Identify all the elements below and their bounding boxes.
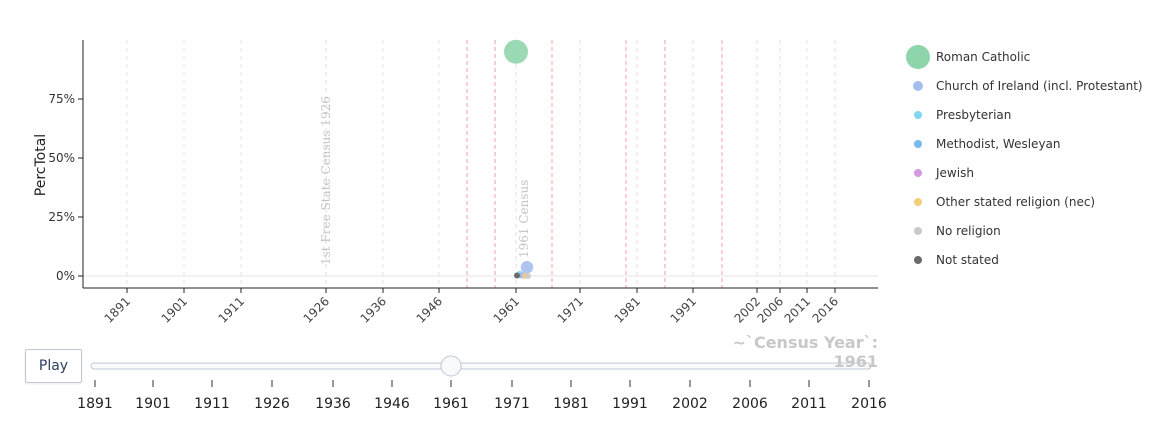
slider-step-label: 1946	[374, 396, 410, 412]
slider-handle[interactable]	[440, 355, 462, 377]
data-point-church-of-ireland-incl-protestant-	[520, 261, 534, 274]
x-tick-label: 2002	[732, 294, 763, 325]
x-tick-label: 1936	[358, 294, 389, 325]
legend-item[interactable]: Methodist, Wesleyan	[900, 129, 1155, 158]
slider-step-label: 1981	[553, 396, 589, 412]
legend-item[interactable]: Other stated religion (nec)	[900, 187, 1155, 216]
slider-step-label: 1971	[494, 396, 530, 412]
x-tick-label: 2011	[782, 294, 813, 325]
legend-marker	[900, 44, 936, 69]
x-tick-label: 1991	[668, 294, 699, 325]
x-tick-label: 1926	[301, 294, 332, 325]
annotation-1961: 1961 Census	[517, 180, 531, 258]
slider-step-label: 1901	[135, 396, 171, 412]
annotation-1926: 1st Free State Census 1926	[319, 96, 333, 265]
slider-step-label: 2016	[851, 396, 887, 412]
play-button[interactable]: Play	[25, 349, 82, 383]
legend-marker	[900, 139, 936, 148]
legend-label: Presbyterian	[936, 107, 1012, 122]
legend-label: Church of Ireland (incl. Protestant)	[936, 78, 1143, 93]
x-tick-label: 1901	[159, 294, 190, 325]
slider-step-label: 1991	[612, 396, 648, 412]
y-tick-label: 25%	[48, 210, 75, 224]
legend-marker	[900, 168, 936, 177]
slider-current-value: ~`Census Year`: 1961	[732, 333, 878, 371]
slider-step-label: 2002	[672, 396, 708, 412]
legend-item[interactable]: Presbyterian	[900, 100, 1155, 129]
x-tick-label: 1911	[216, 294, 247, 325]
y-tick-label: 75%	[48, 92, 75, 106]
data-point-no-religion	[525, 273, 531, 279]
legend-marker	[900, 80, 936, 91]
legend-item[interactable]: Church of Ireland (incl. Protestant)	[900, 71, 1155, 100]
data-point-not-stated	[514, 272, 520, 279]
legend-marker	[900, 110, 936, 119]
legend-item[interactable]: No religion	[900, 216, 1155, 245]
legend-label: Not stated	[936, 252, 999, 267]
slider-step-label: 1911	[194, 396, 230, 412]
x-tick-label: 1961	[491, 294, 522, 325]
x-tick-label: 1891	[102, 294, 133, 325]
slider-step-label: 1936	[315, 396, 351, 412]
x-tick-label: 1981	[612, 294, 643, 325]
y-axis-title: PercTotal	[33, 134, 49, 196]
legend: Roman Catholic Church of Ireland (incl. P…	[900, 42, 1155, 274]
slider-step-label: 2006	[732, 396, 768, 412]
slider-step-label: 2011	[791, 396, 827, 412]
slider-step-label: 1891	[77, 396, 113, 412]
legend-label: Jewish	[936, 165, 974, 180]
legend-label: Roman Catholic	[936, 49, 1031, 64]
legend-item[interactable]: Jewish	[900, 158, 1155, 187]
slider-step-label: 1961	[433, 396, 469, 412]
data-point-roman-catholic	[504, 39, 528, 64]
legend-marker	[900, 255, 936, 264]
legend-label: Methodist, Wesleyan	[936, 136, 1061, 151]
legend-label: Other stated religion (nec)	[936, 194, 1096, 209]
legend-marker	[900, 197, 936, 206]
slider-track	[90, 362, 872, 370]
x-tick-label: 2016	[810, 294, 841, 325]
x-tick-label: 2006	[755, 294, 786, 325]
y-tick-label: 0%	[56, 269, 75, 283]
legend-item[interactable]: Roman Catholic	[900, 42, 1155, 71]
legend-label: No religion	[936, 223, 1001, 238]
legend-marker	[900, 226, 936, 235]
legend-item[interactable]: Not stated	[900, 245, 1155, 274]
y-tick-label: 50%	[48, 151, 75, 165]
x-tick-label: 1946	[414, 294, 445, 325]
x-tick-label: 1971	[555, 294, 586, 325]
slider-step-label: 1926	[254, 396, 290, 412]
